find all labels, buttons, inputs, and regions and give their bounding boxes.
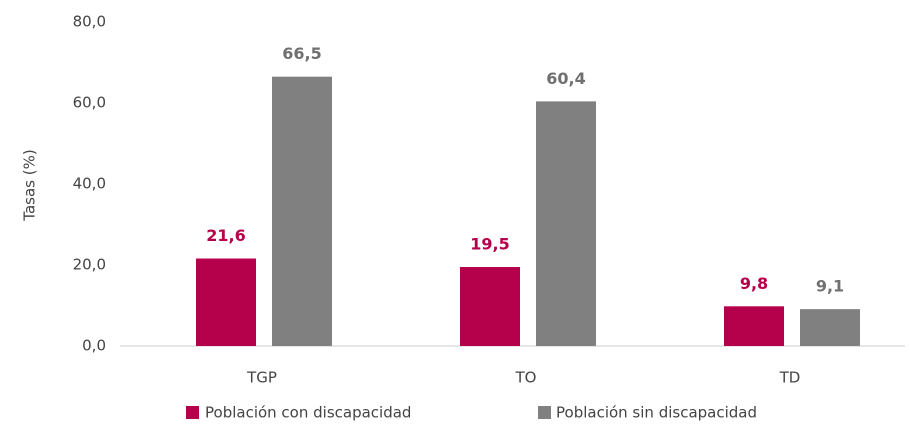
- y-tick-label: 20,0: [73, 256, 106, 274]
- bar: [800, 309, 860, 346]
- x-tick-label: TGP: [246, 369, 277, 387]
- bar: [460, 267, 520, 346]
- legend-swatch: [538, 406, 551, 419]
- value-label: 21,6: [206, 226, 245, 245]
- x-tick-label: TD: [779, 369, 801, 387]
- bar: [724, 306, 784, 346]
- legend-swatch: [186, 406, 199, 419]
- value-label: 9,1: [816, 277, 844, 296]
- bar: [272, 76, 332, 347]
- legend-label: Población con discapacidad: [205, 404, 411, 422]
- y-axis-label: Tasas (%): [21, 149, 39, 221]
- value-label: 60,4: [546, 69, 585, 88]
- value-label: 9,8: [740, 274, 768, 293]
- x-tick-label: TO: [515, 369, 537, 387]
- value-label: 19,5: [470, 235, 509, 254]
- y-tick-label: 80,0: [73, 13, 106, 31]
- legend-label: Población sin discapacidad: [556, 404, 757, 422]
- y-tick-label: 40,0: [73, 175, 106, 193]
- value-label: 66,5: [282, 44, 321, 63]
- bar: [536, 101, 596, 346]
- y-tick-label: 0,0: [82, 337, 106, 355]
- bar: [196, 258, 256, 346]
- y-tick-label: 60,0: [73, 94, 106, 112]
